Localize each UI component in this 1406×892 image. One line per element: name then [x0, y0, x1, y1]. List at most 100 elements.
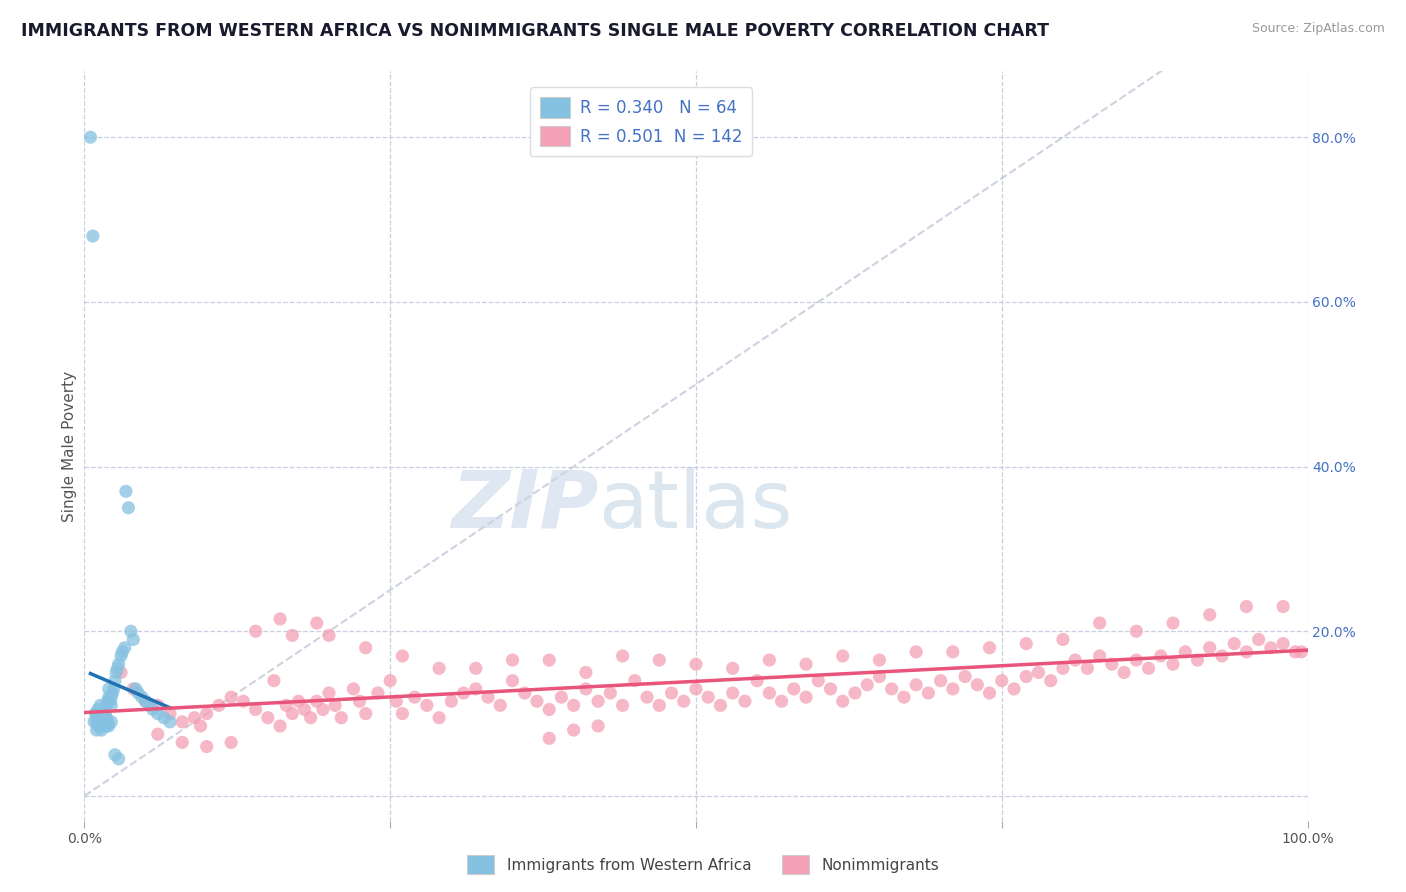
Point: [385, 694, 408, 708]
Point: [1174, 645, 1197, 659]
Point: [114, 640, 136, 655]
Point: [648, 698, 671, 713]
Point: [1101, 657, 1123, 672]
Point: [502, 653, 524, 667]
Point: [287, 694, 309, 708]
Point: [208, 698, 231, 713]
Y-axis label: Single Male Poverty: Single Male Poverty: [62, 370, 77, 522]
Point: [1236, 599, 1258, 614]
Point: [305, 615, 328, 630]
Point: [87, 702, 110, 716]
Point: [893, 690, 915, 705]
Point: [318, 686, 340, 700]
Point: [538, 731, 561, 746]
Point: [97, 681, 120, 696]
Point: [120, 624, 142, 639]
Point: [122, 632, 145, 647]
Point: [685, 681, 707, 696]
Point: [562, 698, 585, 713]
Point: [1223, 637, 1246, 651]
Point: [575, 681, 598, 696]
Point: [153, 711, 176, 725]
Point: [1114, 665, 1136, 680]
Point: [131, 690, 153, 705]
Point: [979, 640, 1001, 655]
Point: [880, 681, 903, 696]
Point: [276, 698, 298, 713]
Point: [1161, 657, 1184, 672]
Point: [513, 686, 536, 700]
Point: [831, 694, 853, 708]
Point: [820, 681, 842, 696]
Point: [489, 698, 512, 713]
Point: [721, 661, 744, 675]
Point: [1076, 661, 1098, 675]
Point: [146, 706, 169, 721]
Point: [146, 698, 169, 713]
Point: [612, 698, 634, 713]
Point: [1002, 681, 1025, 696]
Point: [323, 698, 346, 713]
Point: [391, 706, 413, 721]
Point: [100, 698, 122, 713]
Point: [86, 723, 108, 737]
Legend: Immigrants from Western Africa, Nonimmigrants: Immigrants from Western Africa, Nonimmig…: [461, 849, 945, 880]
Point: [502, 673, 524, 688]
Point: [1052, 632, 1074, 647]
Point: [1198, 640, 1220, 655]
Point: [101, 686, 124, 700]
Point: [91, 706, 114, 721]
Point: [1088, 615, 1111, 630]
Point: [86, 714, 108, 729]
Point: [427, 711, 450, 725]
Point: [1015, 669, 1038, 683]
Point: [94, 706, 117, 721]
Point: [1161, 615, 1184, 630]
Point: [330, 711, 353, 725]
Point: [89, 698, 111, 713]
Point: [159, 714, 181, 729]
Point: [100, 714, 122, 729]
Point: [416, 698, 439, 713]
Point: [318, 628, 340, 642]
Text: IMMIGRANTS FROM WESTERN AFRICA VS NONIMMIGRANTS SINGLE MALE POVERTY CORRELATION : IMMIGRANTS FROM WESTERN AFRICA VS NONIMM…: [21, 22, 1049, 40]
Point: [87, 714, 110, 729]
Point: [269, 612, 291, 626]
Point: [747, 673, 769, 688]
Point: [94, 711, 117, 725]
Point: [107, 752, 129, 766]
Point: [90, 723, 112, 737]
Point: [929, 673, 952, 688]
Point: [219, 690, 242, 705]
Point: [245, 624, 267, 639]
Point: [1039, 673, 1062, 688]
Point: [257, 711, 280, 725]
Point: [87, 714, 110, 729]
Point: [636, 690, 658, 705]
Point: [299, 711, 322, 725]
Point: [245, 702, 267, 716]
Point: [142, 702, 165, 716]
Point: [697, 690, 720, 705]
Point: [1137, 661, 1160, 675]
Point: [1028, 665, 1050, 680]
Point: [159, 706, 181, 721]
Point: [96, 711, 118, 725]
Point: [84, 706, 107, 721]
Point: [404, 690, 426, 705]
Point: [526, 694, 548, 708]
Point: [758, 686, 780, 700]
Point: [586, 694, 609, 708]
Point: [869, 653, 891, 667]
Point: [89, 711, 111, 725]
Point: [1291, 645, 1313, 659]
Point: [110, 648, 132, 663]
Point: [82, 229, 104, 244]
Point: [354, 706, 377, 721]
Text: Source: ZipAtlas.com: Source: ZipAtlas.com: [1251, 22, 1385, 36]
Point: [770, 694, 793, 708]
Point: [93, 711, 115, 725]
Point: [195, 739, 218, 754]
Point: [263, 673, 285, 688]
Point: [96, 698, 118, 713]
